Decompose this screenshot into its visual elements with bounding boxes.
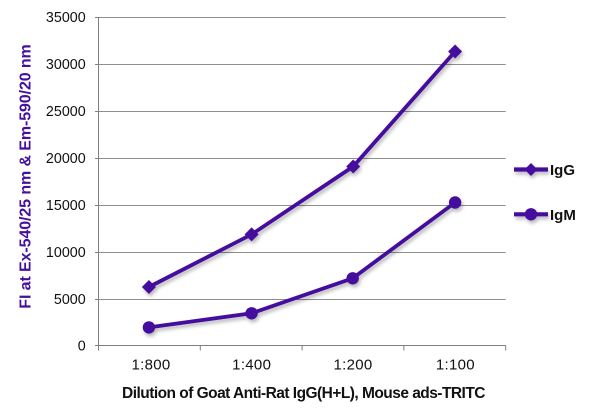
svg-text:20000: 20000 — [46, 151, 86, 167]
svg-text:10000: 10000 — [46, 245, 86, 261]
svg-text:1:200: 1:200 — [333, 357, 372, 374]
svg-text:1:800: 1:800 — [131, 357, 170, 374]
svg-text:15000: 15000 — [46, 198, 86, 214]
svg-text:1:400: 1:400 — [232, 357, 271, 374]
svg-text:1:100: 1:100 — [436, 357, 475, 374]
svg-text:0: 0 — [78, 339, 86, 355]
svg-text:35000: 35000 — [46, 10, 86, 26]
svg-text:25000: 25000 — [46, 104, 86, 120]
svg-text:IgG: IgG — [550, 162, 575, 179]
svg-text:IgM: IgM — [550, 207, 576, 224]
svg-text:5000: 5000 — [54, 292, 86, 308]
svg-text:FI at Ex-540/25 nm & Em-590/20: FI at Ex-540/25 nm & Em-590/20 nm — [18, 44, 35, 308]
svg-text:30000: 30000 — [46, 57, 86, 73]
svg-text:Dilution of Goat Anti-Rat IgG(: Dilution of Goat Anti-Rat IgG(H+L), Mous… — [122, 385, 485, 402]
